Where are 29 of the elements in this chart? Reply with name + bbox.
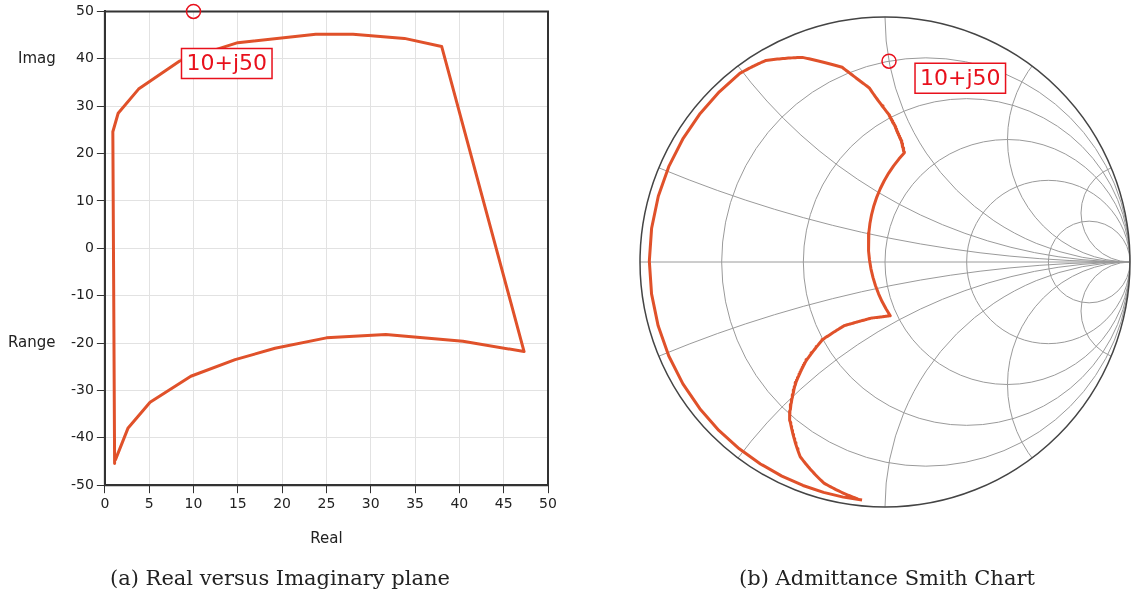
x-tick-label: 10 — [184, 495, 203, 512]
text: (a) Real versus Imaginary plane — [110, 566, 450, 591]
text: Range — [8, 332, 56, 351]
x-tick-label: 5 — [144, 495, 154, 512]
text: 10+j50 — [920, 64, 1001, 90]
y-tick-label: -30 — [70, 381, 94, 398]
y-tick-label: 20 — [76, 144, 94, 161]
y-tick-label: 0 — [84, 238, 94, 255]
x-tick-label: 30 — [361, 495, 380, 512]
x-tick-label: 45 — [494, 495, 513, 512]
x-tick-label: 35 — [406, 495, 424, 512]
x-tick-label: 15 — [228, 495, 247, 512]
x-tick-label: 20 — [273, 495, 292, 512]
text: (b) Admittance Smith Chart — [739, 566, 1036, 591]
y-axis-title: Imag — [18, 48, 56, 67]
y-tick-label: -20 — [70, 333, 94, 350]
x-tick-label: 25 — [317, 495, 336, 512]
x-tick-label: 50 — [539, 495, 557, 512]
y-tick-label: 40 — [76, 49, 94, 66]
y-tick-label: 10 — [76, 191, 94, 208]
y-tick-label: -50 — [70, 475, 94, 492]
x-tick-label: 40 — [450, 495, 469, 512]
x-tick-label: 0 — [100, 495, 110, 512]
y-tick-label: -10 — [70, 286, 94, 303]
y-tick-label: 50 — [76, 2, 94, 19]
x-axis-title: Real — [310, 528, 343, 547]
y-tick-label: 30 — [76, 96, 94, 113]
annotation: 10+j50 — [186, 50, 268, 76]
y-tick-label: -40 — [70, 428, 94, 445]
